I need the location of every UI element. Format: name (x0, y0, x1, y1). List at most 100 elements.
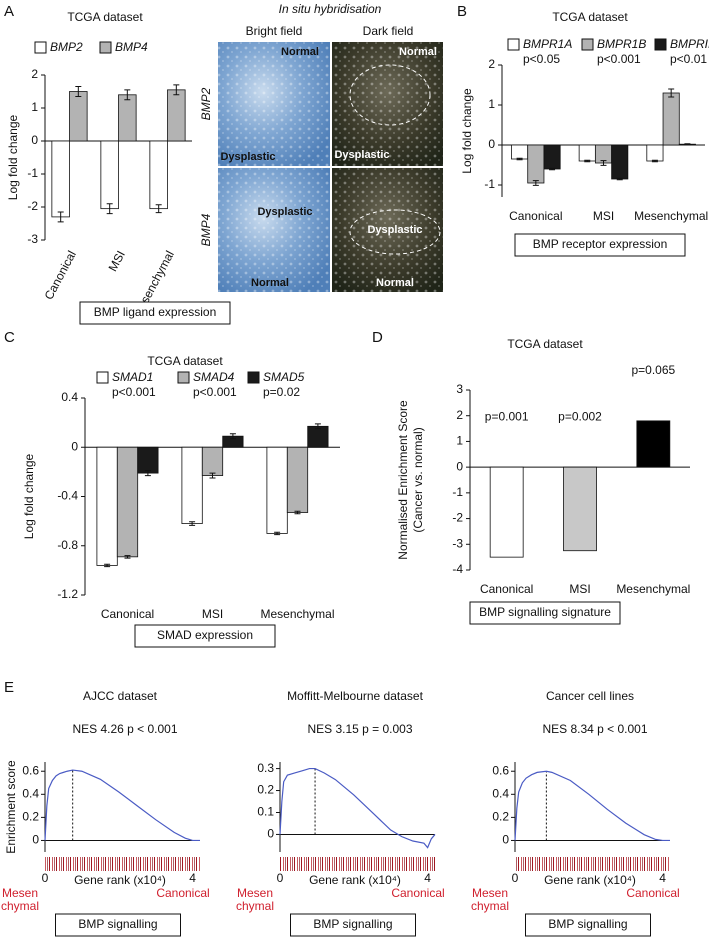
error-bar (104, 563, 111, 568)
y-tick-label: 0.2 (257, 783, 274, 797)
x-tick-label: MSI (569, 582, 590, 596)
error-bar (314, 423, 321, 430)
ish-images (218, 42, 443, 292)
error-bar (294, 510, 301, 515)
x-tick-label: Canonical (42, 248, 79, 302)
legend-annotation: p<0.001 (193, 385, 237, 399)
legend-label: BMPR1B (597, 37, 646, 51)
x-tick-label: 0 (42, 871, 49, 885)
bar (527, 144, 545, 184)
bar (51, 140, 70, 218)
y-tick-label: 2 (456, 408, 463, 422)
x-axis-label: Gene rank (x10⁴) (309, 873, 401, 887)
end-label: Mesen (472, 886, 508, 900)
caption: BMP signalling (548, 917, 627, 931)
error-bar (651, 159, 658, 163)
y-tick-label: -4 (452, 562, 463, 576)
y-tick-label: 0 (488, 137, 495, 151)
y-tick-label: 0 (267, 827, 274, 841)
end-label: Mesen (2, 886, 38, 900)
panel-label: C (4, 329, 15, 346)
x-tick-label: Canonical (509, 209, 562, 223)
bar (543, 144, 561, 170)
legend-annotation: p=0.02 (263, 385, 300, 399)
enrichment-line (44, 769, 200, 842)
ish-row: BMP4 (199, 213, 213, 246)
bar (201, 446, 224, 476)
bar-annotation: p=0.002 (558, 409, 602, 423)
legend-swatch (581, 38, 594, 51)
ish-column: Dark field (363, 24, 414, 38)
ish-title: In situ hybridisation (279, 2, 382, 16)
x-tick-label: 0 (277, 871, 284, 885)
image-label: Normal (251, 277, 289, 289)
chart-title: AJCC dataset (83, 689, 158, 703)
bar (137, 446, 159, 474)
legend-swatch (99, 41, 112, 54)
caption: BMP signalling (313, 917, 392, 931)
end-label: Canonical (626, 886, 679, 900)
legend-label: BMP2 (50, 40, 83, 54)
x-axis-label: Gene rank (x10⁴) (74, 873, 166, 887)
annotation: NES 4.26 p < 0.001 (72, 722, 177, 736)
x-tick-label: MSI (202, 607, 223, 621)
annotation: NES 3.15 p = 0.003 (307, 722, 412, 736)
panel-label: E (4, 679, 14, 696)
x-tick-label: 4 (424, 871, 431, 885)
legend-annotation: p<0.001 (112, 385, 156, 399)
error-bar (75, 86, 82, 97)
error-bar (144, 470, 151, 477)
error-bar (684, 143, 691, 146)
error-bar (229, 433, 236, 440)
y-tick-label: 3 (456, 382, 463, 396)
error-bar (209, 472, 216, 479)
y-tick-label: -3 (27, 232, 38, 246)
caption: BMP signalling signature (479, 605, 611, 619)
error-bar (600, 160, 607, 166)
bar (578, 144, 596, 162)
caption-box (79, 301, 231, 325)
ish-column: Bright field (246, 24, 303, 38)
y-tick-label: 0.2 (492, 810, 509, 824)
legend-label: BMP4 (115, 40, 148, 54)
y-tick-label: 0.2 (22, 810, 39, 824)
bar-annotation: p=0.001 (485, 409, 529, 423)
caption-box (290, 913, 416, 937)
caption: SMAD expression (157, 628, 253, 642)
y-tick-label: 0.4 (492, 786, 509, 800)
y-tick-label: 2 (488, 57, 495, 71)
end-label: chymal (1, 899, 39, 913)
bar (96, 446, 118, 566)
bar (266, 446, 288, 534)
legend-label: SMAD5 (263, 370, 305, 384)
panel-label: A (4, 3, 14, 20)
y-tick-label: -1 (27, 166, 38, 180)
error-bar (549, 167, 556, 171)
error-bar (616, 177, 623, 181)
caption-box (514, 233, 686, 257)
x-axis-label: Gene rank (x10⁴) (544, 873, 636, 887)
y-tick-label: -0.4 (57, 489, 78, 503)
error-bar (106, 203, 113, 215)
legend-swatch (247, 371, 260, 384)
bar (116, 446, 139, 558)
y-tick-label: -0.8 (57, 538, 78, 552)
bar (636, 420, 671, 468)
end-label: Mesen (237, 886, 273, 900)
x-tick-label: Canonical (101, 607, 154, 621)
error-bar (155, 204, 162, 214)
y-tick-label: 0 (31, 133, 38, 147)
legend-swatch (507, 38, 520, 51)
end-label: chymal (236, 899, 274, 913)
image-label: Normal (376, 277, 414, 289)
error-bar (584, 159, 591, 163)
chart-title: Moffitt-Melbourne dataset (287, 689, 424, 703)
bar (118, 94, 137, 142)
x-tick-label: 4 (189, 871, 196, 885)
panel-label: B (457, 3, 467, 20)
y-tick-label: 0.1 (257, 805, 274, 819)
bar (181, 446, 203, 524)
error-bar (124, 555, 131, 559)
image-texture (218, 42, 330, 166)
